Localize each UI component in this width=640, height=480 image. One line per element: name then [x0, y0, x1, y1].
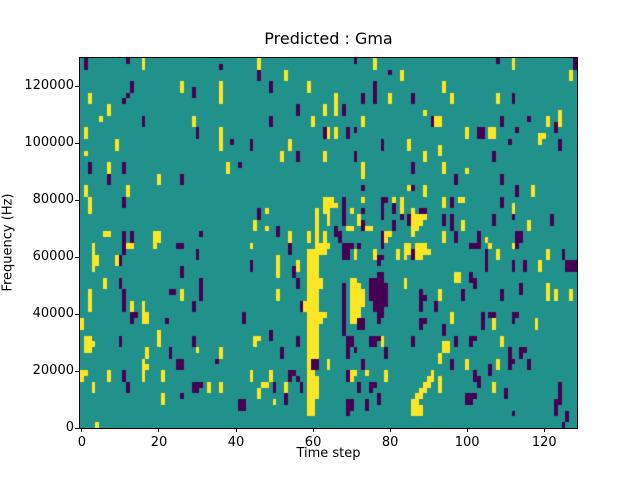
y-tick-label: 40000	[32, 306, 74, 322]
y-tick-label: 0	[65, 420, 74, 435]
x-tick-label: 40	[227, 435, 245, 450]
y-tick-mark	[75, 370, 79, 372]
x-axis-label: Time step	[296, 446, 361, 461]
x-tick-label: 100	[454, 435, 480, 450]
y-tick-label: 60000	[32, 249, 74, 265]
x-tick-label: 60	[304, 435, 322, 450]
y-tick-label: 120000	[24, 78, 74, 94]
y-tick-label: 80000	[32, 192, 74, 208]
y-tick-mark	[75, 199, 79, 201]
x-tick-mark	[158, 428, 160, 432]
y-tick-mark	[75, 85, 79, 87]
chart-title: Predicted : Gma	[264, 29, 393, 48]
y-tick-mark	[75, 427, 79, 429]
x-tick-mark	[543, 428, 545, 432]
x-tick-mark	[235, 428, 237, 432]
x-tick-mark	[312, 428, 314, 432]
y-tick-mark	[75, 142, 79, 144]
x-tick-mark	[466, 428, 468, 432]
x-tick-label: 120	[531, 435, 557, 450]
x-tick-label: 80	[381, 435, 399, 450]
y-tick-mark	[75, 256, 79, 258]
plot-area	[79, 57, 578, 429]
y-tick-mark	[75, 313, 79, 315]
x-tick-mark	[81, 428, 83, 432]
x-tick-mark	[389, 428, 391, 432]
x-tick-label: 20	[150, 435, 168, 450]
x-tick-label: 0	[77, 435, 87, 450]
y-tick-label: 100000	[24, 135, 74, 151]
heatmap-canvas	[80, 58, 577, 428]
y-tick-label: 20000	[32, 363, 74, 379]
